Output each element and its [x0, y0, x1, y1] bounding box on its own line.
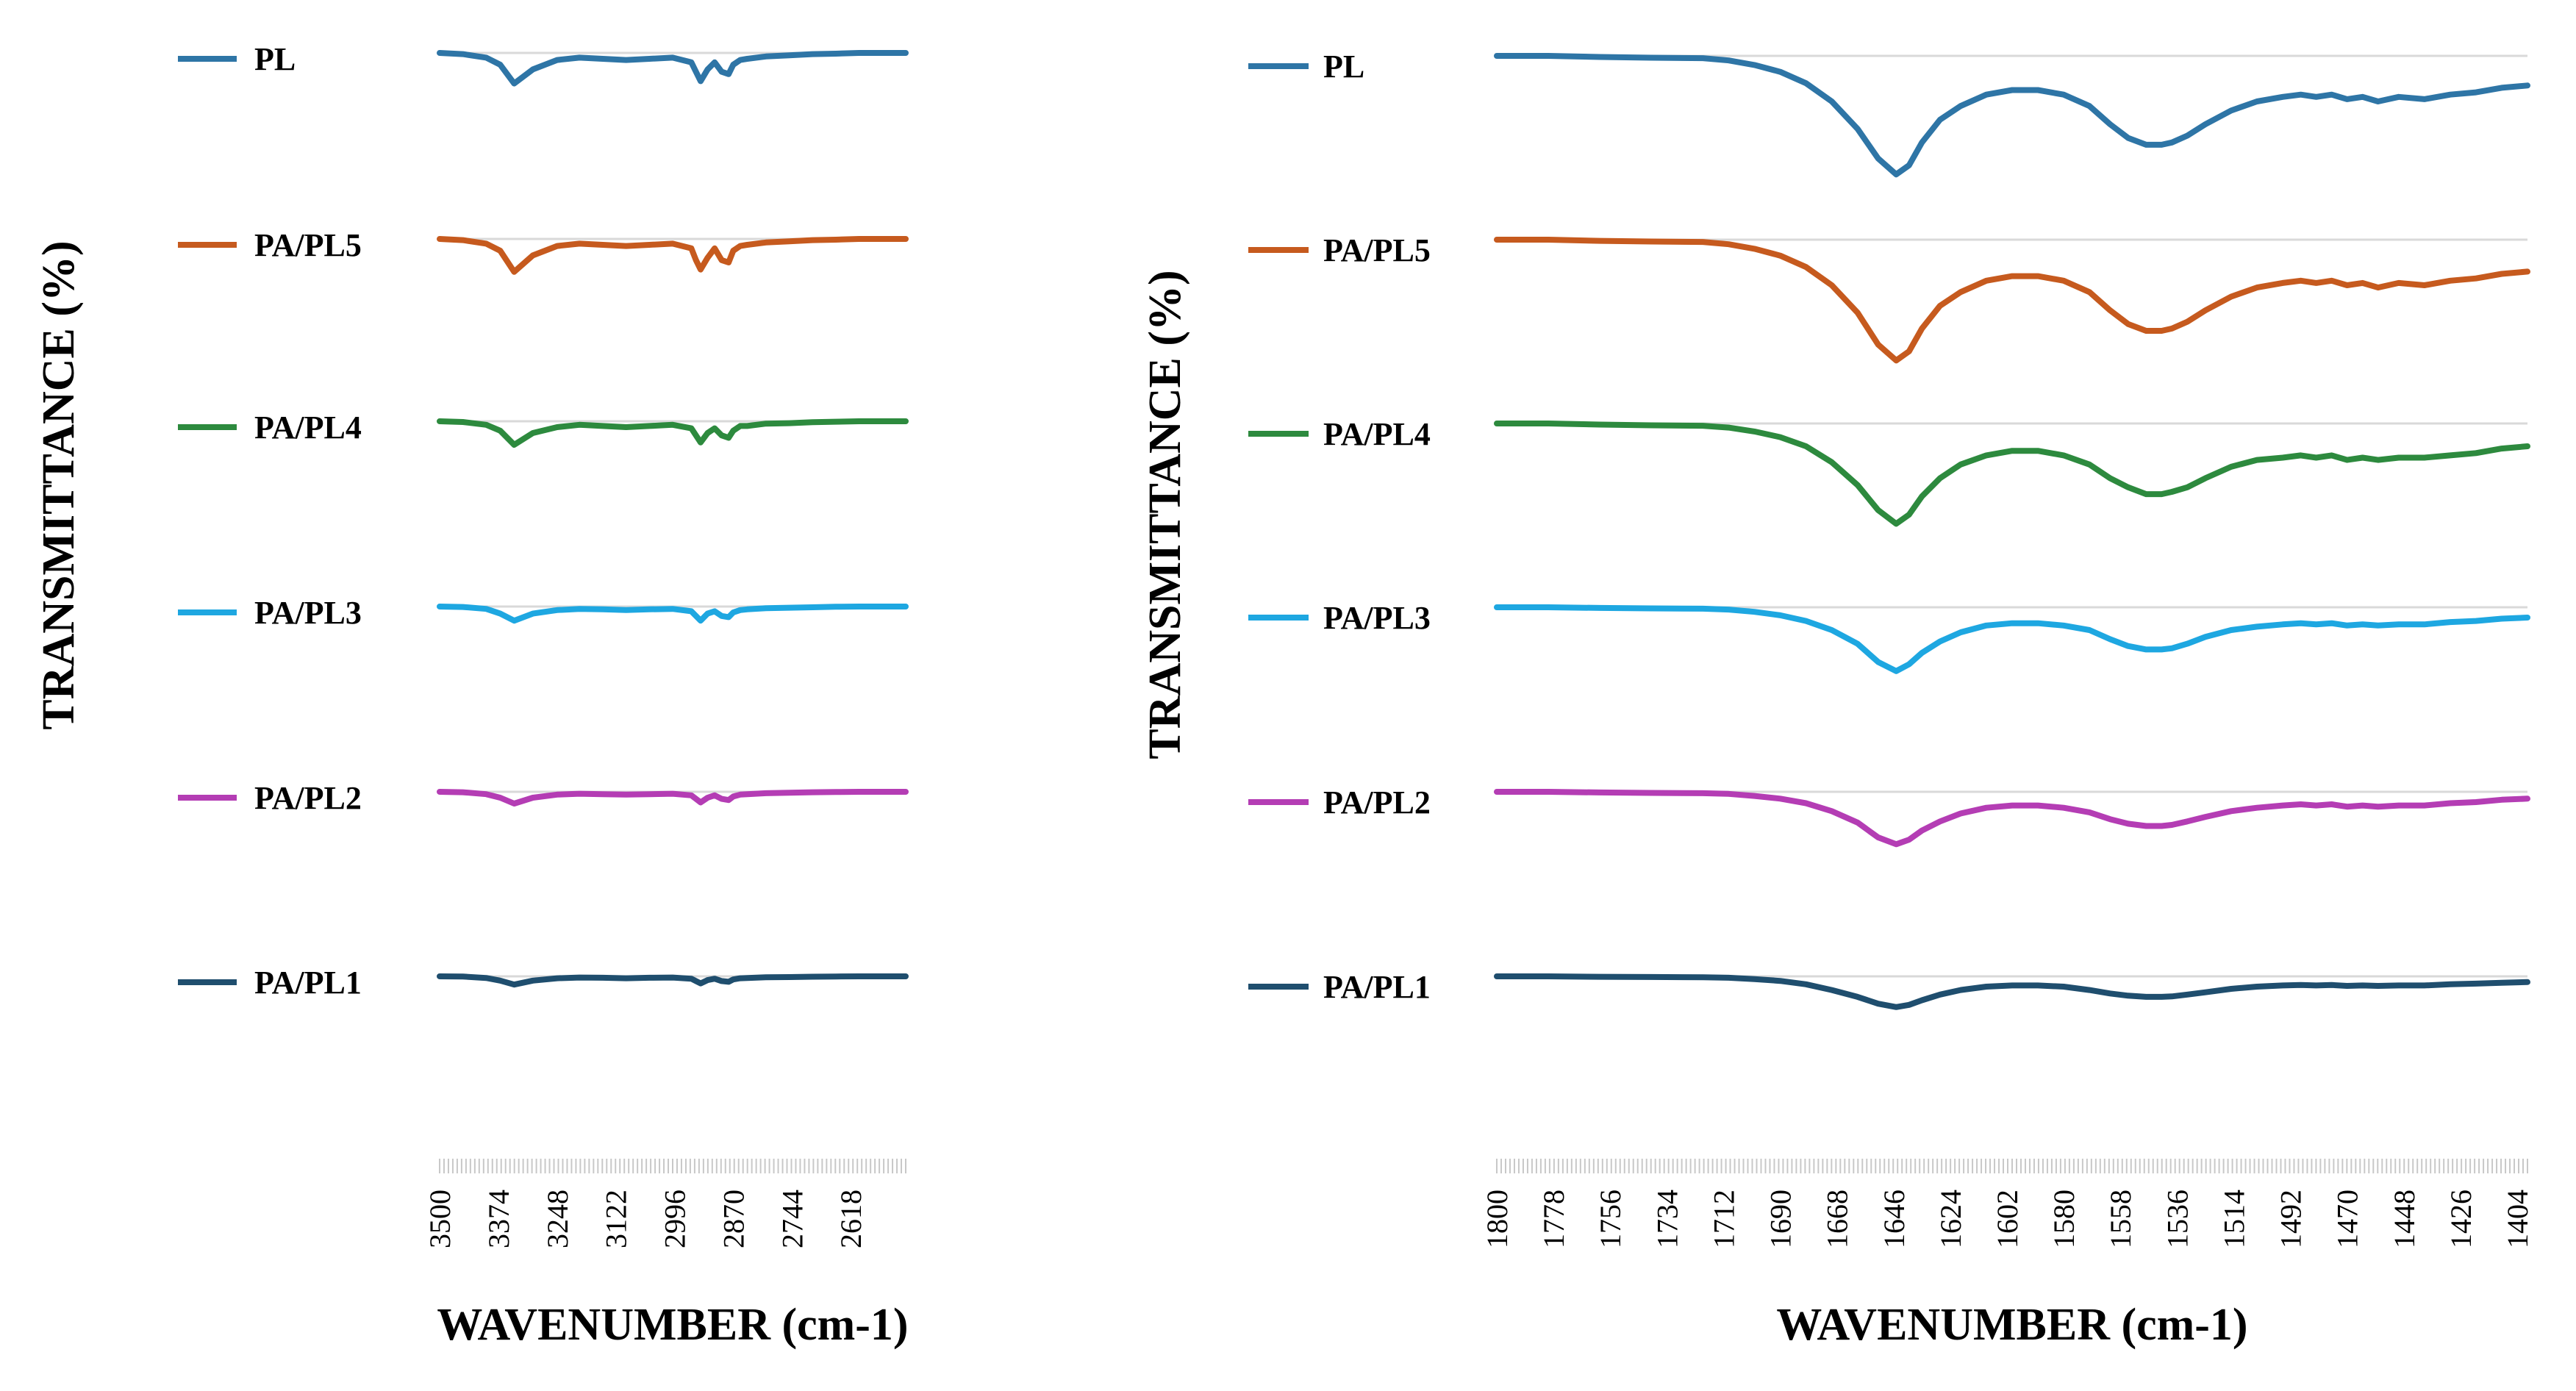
- x-tick-label: 3248: [541, 1190, 574, 1248]
- series-line-pa-pl5: [437, 236, 909, 275]
- legend-label: PA/PL5: [254, 227, 362, 263]
- x-tick-label: 1426: [2444, 1190, 2477, 1248]
- series-line-pa-pl2: [1494, 789, 2530, 848]
- legend-label: PA/PL1: [254, 965, 362, 1001]
- x-tick-label: 1470: [2331, 1190, 2364, 1248]
- y-axis-title: TRANSMITTANCE (%): [1140, 270, 1190, 759]
- x-tick-label: 2870: [717, 1190, 750, 1248]
- x-tick-label: 1690: [1764, 1190, 1797, 1248]
- legend-label: PA/PL2: [1323, 784, 1431, 820]
- x-tick-label: 2996: [659, 1190, 692, 1248]
- series-line-pa-pl3: [1494, 604, 2530, 674]
- x-tick-label: 1448: [2388, 1190, 2421, 1248]
- legend-label: PL: [1323, 49, 1364, 85]
- x-tick-label: 1646: [1878, 1190, 1911, 1248]
- x-tick-label: 1668: [1821, 1190, 1854, 1248]
- x-tick-label: 2618: [834, 1190, 867, 1248]
- y-axis-title: TRANSMITTANCE (%): [34, 240, 84, 729]
- x-tick-label: 1712: [1707, 1190, 1740, 1248]
- series-line-pa-pl1: [1494, 973, 2530, 1010]
- legend-label: PL: [254, 41, 296, 77]
- series-line-pl: [437, 50, 909, 87]
- series-line-pa-pl2: [437, 789, 909, 807]
- x-tick-label: 1602: [1991, 1190, 2024, 1248]
- right-chart-panel: PL PA/PL5 PA/PL4 PA/PL3 PA/PL2 PA/PL1 1800 1778…: [1140, 49, 2534, 1350]
- series-line-pa-pl3: [437, 604, 909, 624]
- legend-label: PA/PL4: [1323, 416, 1431, 452]
- x-tick-label: 1734: [1650, 1190, 1684, 1248]
- x-tick-label: 1404: [2501, 1190, 2534, 1248]
- x-tick-label: 2744: [776, 1190, 809, 1248]
- series-line-pa-pl1: [437, 973, 909, 988]
- x-tick-label: 1624: [1934, 1190, 1967, 1248]
- legend-label: PA/PL3: [1323, 600, 1431, 636]
- x-axis-title: WAVENUMBER (cm-1): [437, 1300, 908, 1350]
- x-tick-label: 3500: [423, 1190, 457, 1248]
- series-line-pa-pl5: [1494, 237, 2530, 364]
- legend-label: PA/PL3: [254, 595, 362, 631]
- x-axis-minor-ticks: [439, 1159, 906, 1173]
- x-axis-title: WAVENUMBER (cm-1): [1776, 1300, 2247, 1350]
- series-line-pa-pl4: [437, 418, 909, 448]
- left-chart-panel: PL PA/PL5 PA/PL4 PA/PL3 PA/PL2 PA/PL1 3500 3374…: [34, 41, 909, 1350]
- x-tick-label: 1778: [1537, 1190, 1570, 1248]
- legend-label: PA/PL5: [1323, 232, 1431, 268]
- x-tick-label: 1492: [2275, 1190, 2308, 1248]
- series-line-pl: [1494, 53, 2530, 178]
- x-tick-label: 1580: [2047, 1190, 2081, 1248]
- legend-label: PA/PL2: [254, 780, 362, 816]
- legend-label: PA/PL4: [254, 410, 362, 446]
- series-line-pa-pl4: [1494, 421, 2530, 527]
- x-tick-label: 1536: [2161, 1190, 2194, 1248]
- x-tick-label: 1514: [2217, 1190, 2250, 1248]
- x-tick-label: 1756: [1594, 1190, 1627, 1248]
- x-tick-label: 3374: [482, 1190, 515, 1248]
- legend-label: PA/PL1: [1323, 969, 1431, 1005]
- x-tick-label: 3122: [600, 1190, 633, 1248]
- x-tick-label: 1558: [2104, 1190, 2137, 1248]
- x-tick-label: 1800: [1481, 1190, 1514, 1248]
- x-axis-minor-ticks: [1496, 1159, 2528, 1173]
